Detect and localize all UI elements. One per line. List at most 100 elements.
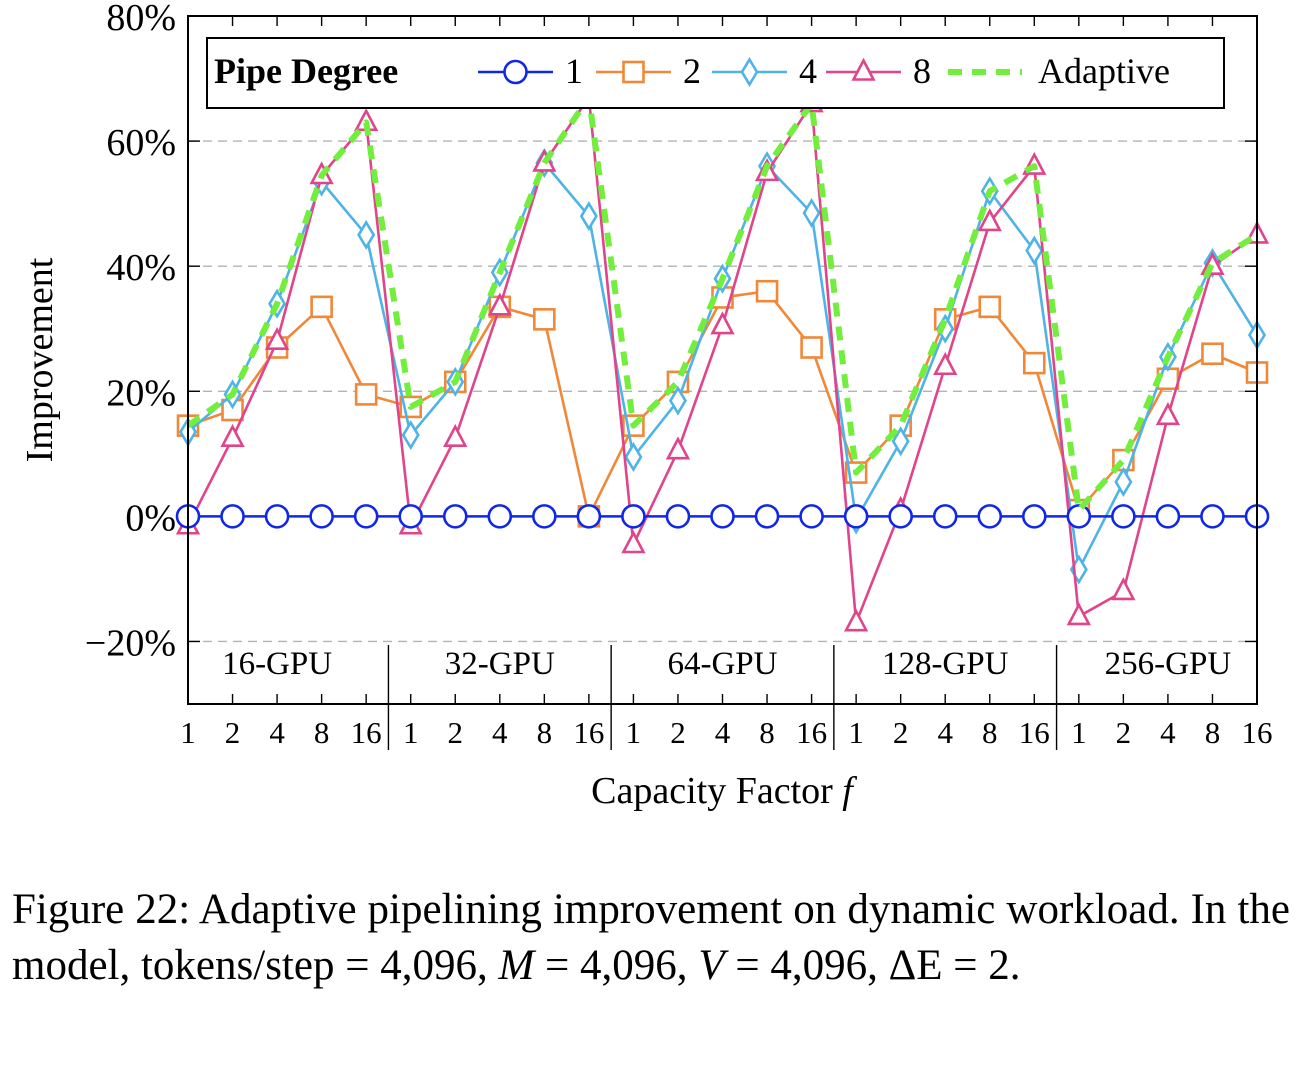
data-point-series-4 (624, 441, 643, 472)
data-point-series-8 (487, 292, 512, 316)
group-label: 16-GPU (222, 646, 332, 682)
data-point-series-1 (264, 504, 290, 529)
group-label: 256-GPU (1105, 646, 1232, 682)
x-axis-label: Capacity Factor f (591, 770, 857, 812)
legend-title: Pipe Degree (214, 51, 398, 91)
caption-mid: = 4,096, (534, 942, 699, 989)
y-axis-label: Improvement (19, 257, 61, 462)
data-point-series-1 (1066, 504, 1092, 529)
data-point-series-2 (1201, 342, 1224, 366)
x-tick-label: 16 (1242, 715, 1273, 750)
data-point-series-2 (533, 308, 556, 331)
legend-label-adaptive: Adaptive (1038, 51, 1170, 91)
x-tick-label: 8 (982, 715, 998, 750)
data-point-series-1 (843, 504, 869, 529)
x-tick-label: 16 (573, 715, 604, 750)
data-point-series-8 (843, 608, 869, 632)
data-point-series-2 (978, 295, 1002, 319)
data-point-series-8 (1111, 577, 1136, 601)
data-point-series-1 (1021, 504, 1047, 529)
y-tick-label: 40% (106, 247, 176, 289)
caption-suffix: = 4,096, ΔE = 2. (724, 942, 1021, 989)
legend-marker-8 (851, 57, 876, 81)
data-point-series-4 (1114, 466, 1133, 497)
x-tick-label: 4 (937, 715, 953, 750)
x-tick-label: 1 (403, 715, 419, 750)
data-point-series-1 (977, 504, 1003, 529)
data-point-series-8 (264, 326, 290, 351)
group-label: 64-GPU (667, 646, 777, 682)
data-point-series-1 (932, 504, 958, 529)
group-label: 32-GPU (445, 646, 555, 682)
data-point-series-8 (443, 423, 468, 447)
caption-prefix: Figure 22: Adaptive pipelining improveme… (12, 886, 1290, 989)
data-point-series-2 (755, 279, 779, 303)
group-label: 128-GPU (882, 646, 1009, 682)
data-point-series-8 (220, 423, 245, 447)
data-point-series-2 (800, 336, 823, 359)
x-tick-label: 8 (314, 715, 330, 750)
data-point-series-8 (977, 208, 1002, 232)
y-tick-label: 20% (106, 372, 176, 414)
x-tick-label: 2 (893, 715, 909, 750)
data-point-series-4 (357, 219, 376, 250)
data-point-series-8 (1066, 602, 1091, 626)
y-tick-label: 80% (106, 0, 176, 39)
x-tick-label: 1 (180, 715, 196, 750)
data-point-series-1 (532, 504, 557, 529)
x-tick-label: 4 (492, 715, 508, 750)
data-point-series-1 (398, 504, 424, 529)
data-point-series-1 (487, 504, 513, 529)
data-point-series-1 (220, 504, 245, 529)
data-point-series-1 (799, 504, 824, 529)
figure-caption: Figure 22: Adaptive pipelining improveme… (12, 882, 1290, 994)
x-tick-label: 16 (1019, 715, 1050, 750)
x-tick-label: 1 (1071, 715, 1087, 750)
data-point-series-2 (1022, 351, 1046, 375)
data-point-series-1 (621, 504, 646, 529)
x-axis-label-var: f (842, 770, 857, 812)
chart: −20%0%20%40%60%80%1 2 4 8 16 1 2 4 8 16 1 2 4 8 16 1 2 4 8… (19, 0, 1273, 812)
legend-label-2: 2 (683, 51, 701, 91)
data-point-series-1 (353, 504, 379, 529)
legend-label-4: 4 (799, 51, 817, 91)
x-tick-label: 2 (448, 715, 464, 750)
x-tick-label: 1 (626, 715, 642, 750)
plot-frame (187, 15, 1258, 705)
x-tick-label: 4 (269, 715, 285, 750)
data-point-series-4 (668, 385, 687, 416)
data-point-series-4 (891, 426, 910, 457)
legend-marker-2 (622, 60, 645, 84)
x-tick-label: 16 (351, 715, 382, 750)
data-point-series-1 (888, 504, 913, 529)
data-point-series-1 (309, 504, 334, 529)
y-tick-label: 60% (106, 122, 176, 164)
caption-m-var: M (498, 942, 535, 989)
x-tick-label: 2 (670, 715, 686, 750)
x-tick-label: 8 (537, 715, 553, 750)
data-point-series-4 (1025, 235, 1044, 266)
data-point-series-1 (576, 504, 602, 529)
data-point-series-8 (621, 530, 646, 554)
data-point-series-1 (442, 504, 468, 529)
x-tick-label: 2 (1116, 715, 1132, 750)
x-tick-label: 16 (796, 715, 827, 750)
x-tick-label: 4 (715, 715, 731, 750)
x-tick-label: 4 (1160, 715, 1176, 750)
data-point-series-1 (1155, 504, 1181, 529)
data-point-series-2 (354, 383, 378, 406)
data-point-series-8 (1155, 401, 1181, 426)
series-line-adaptive (186, 94, 1259, 514)
data-point-series-4 (802, 197, 821, 229)
y-tick-label: 0% (125, 497, 176, 539)
data-point-series-1 (1111, 504, 1136, 529)
x-tick-label: 2 (225, 715, 241, 750)
data-point-series-1 (754, 504, 780, 529)
legend-label-8: 8 (913, 51, 931, 91)
data-point-series-4 (401, 420, 420, 451)
data-point-series-1 (1200, 504, 1225, 529)
y-tick-label: −20% (85, 622, 176, 664)
x-tick-label: 8 (759, 715, 775, 750)
legend-marker-4 (740, 56, 759, 88)
data-point-series-1 (665, 504, 691, 529)
